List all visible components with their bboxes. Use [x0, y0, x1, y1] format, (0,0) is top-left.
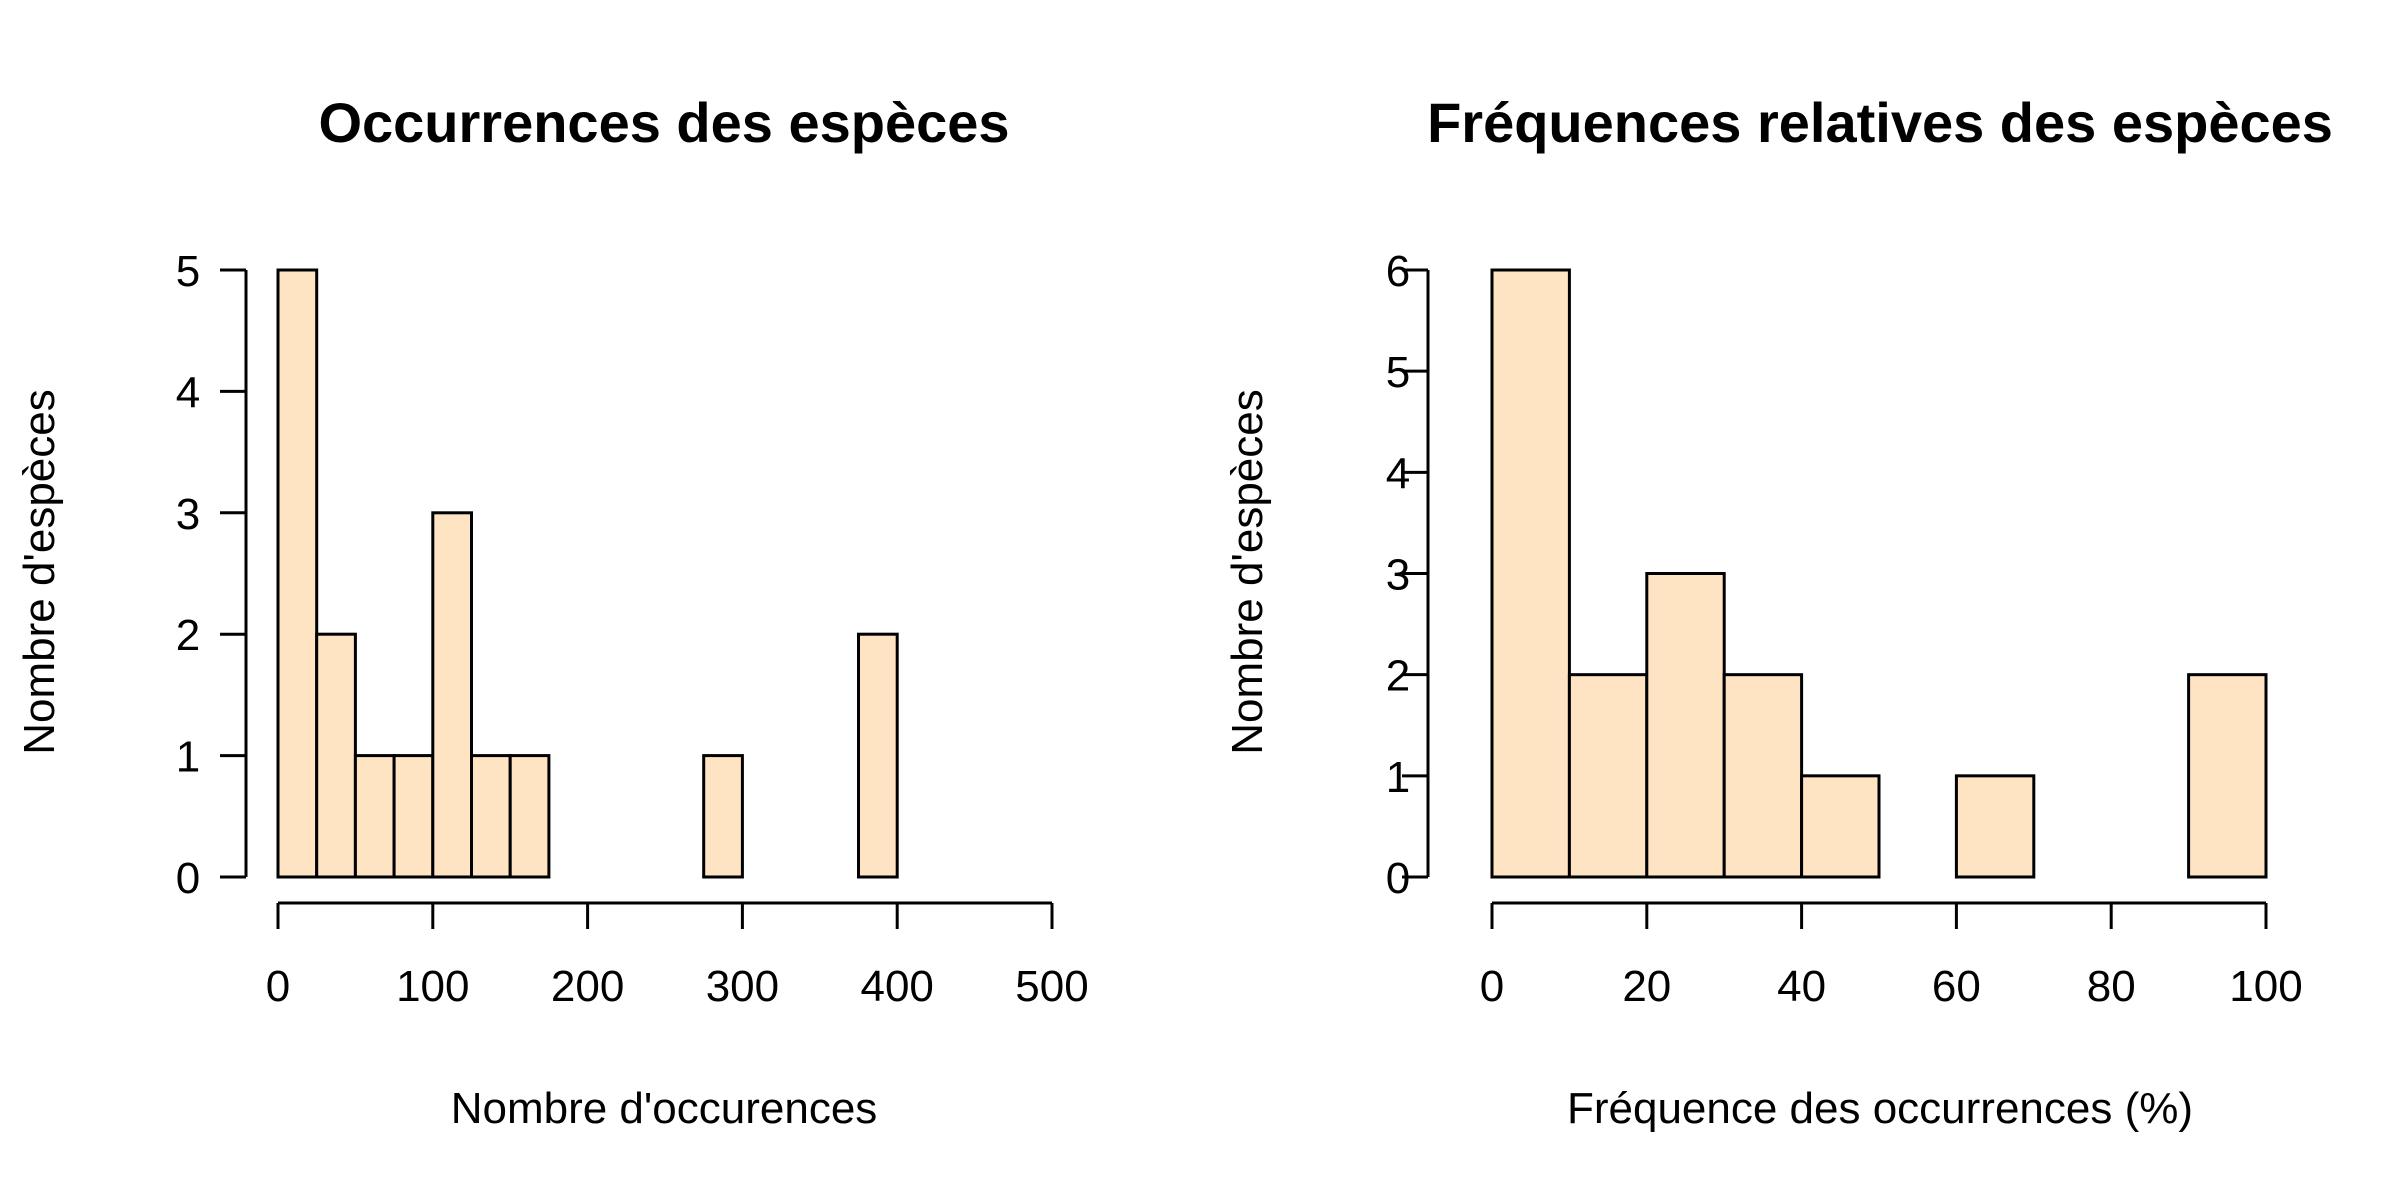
y-tick-label: 5 [176, 247, 200, 296]
histogram-bar [1490, 268, 1571, 879]
histogram-bar [315, 632, 357, 879]
x-tick-label: 200 [551, 962, 624, 1011]
y-axis-label: Nombre d'espèces [15, 389, 64, 754]
x-axis-label: Fréquence des occurrences (%) [1567, 1084, 2193, 1133]
histogram-bar [1800, 774, 1881, 879]
x-tick-label: 500 [1015, 962, 1088, 1011]
histogram-bar [2187, 673, 2268, 879]
y-tick-label: 6 [1386, 247, 1410, 296]
y-tick-label: 1 [1386, 753, 1410, 802]
x-tick-label: 80 [2087, 962, 2136, 1011]
histogram-bar [1954, 774, 2036, 879]
histogram-bar [857, 632, 899, 879]
histogram-bar [353, 754, 396, 879]
x-tick-label: 20 [1622, 962, 1671, 1011]
x-axis: 0 100 200 300 400 500 [266, 901, 1089, 1011]
x-tick-label: 400 [860, 962, 933, 1011]
y-tick-label: 2 [1386, 652, 1410, 701]
histogram-bar [431, 511, 473, 879]
histogram-bar [470, 754, 512, 879]
y-tick-label: 3 [1386, 551, 1410, 600]
histogram-bar [276, 268, 319, 879]
x-tick-label: 300 [706, 962, 779, 1011]
x-tick-label: 0 [266, 962, 290, 1011]
y-tick-label: 3 [176, 490, 200, 539]
histogram-bar [1722, 673, 1804, 879]
y-tick-label: 4 [176, 368, 200, 417]
y-tick-label: 1 [176, 733, 200, 782]
histogram-occurrences: Occurrences des espèces Nombre d'occuren… [15, 91, 1089, 1133]
x-axis-label: Nombre d'occurences [451, 1084, 878, 1133]
y-axis-label: Nombre d'espèces [1223, 389, 1272, 754]
y-tick-label: 5 [1386, 348, 1410, 397]
histogram-bar [702, 754, 744, 879]
histogram-bar [508, 754, 551, 879]
y-tick-label: 4 [1386, 449, 1410, 498]
y-tick-label: 2 [176, 611, 200, 660]
x-tick-label: 60 [1932, 962, 1981, 1011]
bars [1490, 268, 2268, 879]
histogram-bar [1567, 673, 1649, 879]
x-axis: 0 20 40 60 80 100 [1480, 901, 2303, 1011]
histogram-bar [1645, 572, 1726, 879]
x-tick-label: 0 [1480, 962, 1504, 1011]
y-tick-label: 0 [1386, 854, 1410, 903]
histogram-bar [392, 754, 435, 879]
x-tick-label: 40 [1777, 962, 1826, 1011]
bars [276, 268, 899, 879]
histogram-relative-frequencies: Fréquences relatives des espèces Fréquen… [1223, 91, 2333, 1133]
x-tick-label: 100 [2229, 962, 2302, 1011]
y-tick-label: 0 [176, 854, 200, 903]
chart-title: Fréquences relatives des espèces [1427, 91, 2333, 154]
chart-title: Occurrences des espèces [318, 91, 1009, 154]
x-tick-label: 100 [396, 962, 469, 1011]
y-axis: 0 1 2 3 4 5 6 [1386, 247, 1430, 903]
y-axis: 0 1 2 3 4 5 [176, 247, 248, 903]
